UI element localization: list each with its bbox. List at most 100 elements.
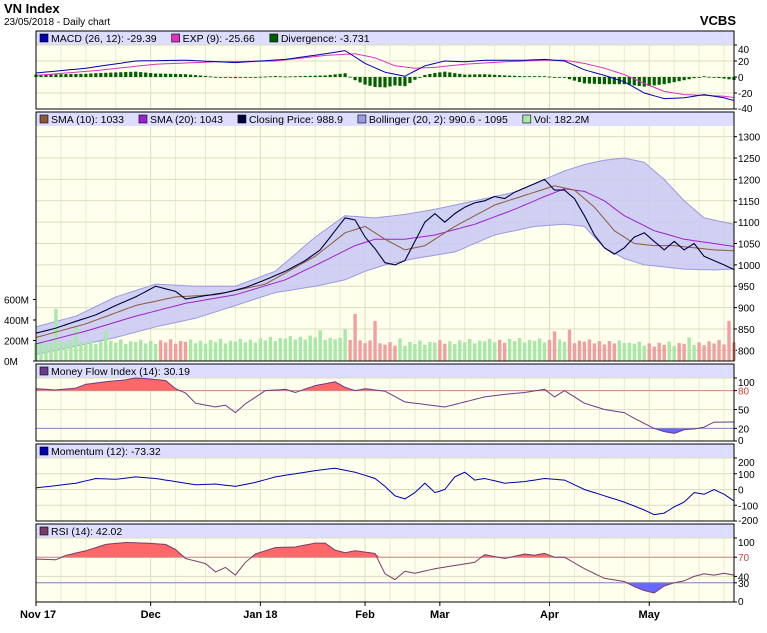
divergence-bar	[587, 77, 592, 84]
volume-bar	[153, 343, 158, 361]
volume-bar	[104, 330, 108, 361]
divergence-bar	[652, 77, 656, 86]
divergence-bar	[318, 75, 322, 77]
price-legend-entry: Closing Price: 988.9	[249, 114, 343, 126]
divergence-bar	[532, 76, 537, 77]
volume-bar	[228, 340, 233, 361]
rsi-ytick-label: 70	[738, 553, 750, 564]
volume-bar	[318, 330, 322, 361]
volume-bar	[278, 338, 282, 361]
volume-bar	[712, 343, 716, 361]
volume-bar	[428, 341, 432, 361]
volume-bar	[368, 340, 372, 361]
momentum-ytick-label: -200	[738, 516, 758, 527]
price-legend-bar	[36, 112, 734, 126]
macd-legend-entry: Divergence: -3.731	[281, 33, 370, 45]
volume-bar	[567, 329, 572, 361]
volume-bar	[64, 343, 68, 361]
macd-ytick-label: -20	[738, 89, 753, 100]
volume-bar	[338, 337, 342, 361]
divergence-bar	[592, 77, 596, 84]
divergence-bar	[308, 75, 312, 77]
volume-bar	[363, 343, 367, 361]
divergence-bar	[562, 77, 567, 78]
volume-bar	[617, 340, 622, 361]
divergence-bar	[49, 74, 53, 77]
mfi-overbought-fill	[36, 378, 734, 391]
divergence-bar	[572, 77, 577, 81]
momentum-ytick-label: 100	[738, 470, 755, 481]
x-axis-label: Nov 17	[20, 609, 56, 621]
volume-bar	[687, 337, 691, 361]
divergence-bar	[358, 77, 362, 83]
volume-bar	[497, 339, 502, 361]
volume-bar	[114, 342, 118, 361]
divergence-bar	[228, 77, 233, 78]
volume-bar	[328, 337, 332, 361]
divergence-bar	[129, 71, 133, 77]
divergence-bar	[218, 77, 223, 78]
divergence-bar	[198, 75, 203, 77]
volume-bar	[602, 344, 607, 361]
volume-bar	[547, 339, 552, 361]
divergence-bar	[293, 76, 297, 78]
divergence-bar	[178, 74, 183, 77]
volume-bar	[393, 345, 397, 361]
divergence-bar	[268, 76, 272, 78]
momentum-legend-entry: Momentum (12): -73.32	[51, 446, 161, 458]
divergence-bar	[64, 74, 68, 77]
divergence-bar	[577, 77, 582, 82]
divergence-bar	[582, 77, 587, 84]
volume-bar	[59, 341, 63, 361]
mfi-legend-entry: Money Flow Index (14): 30.19	[51, 366, 190, 378]
macd-legend-entry: MACD (26, 12): -29.39	[51, 33, 157, 45]
divergence-bar	[54, 74, 58, 77]
volume-bar	[403, 345, 407, 361]
divergence-bar	[557, 77, 562, 78]
volume-bar	[84, 342, 88, 361]
price-frame	[35, 111, 735, 362]
volume-bar	[49, 341, 53, 361]
macd-ytick-label: 0	[738, 73, 744, 84]
divergence-bar	[403, 77, 407, 87]
volume-bar	[163, 342, 168, 361]
divergence-bar	[253, 77, 257, 78]
volume-bar	[268, 336, 273, 361]
divergence-bar	[373, 77, 377, 87]
divergence-bar	[338, 73, 342, 77]
momentum-line	[35, 467, 735, 516]
divergence-bar	[99, 72, 103, 77]
divergence-bar	[368, 77, 372, 86]
volume-bar	[333, 339, 337, 361]
divergence-bar	[398, 77, 402, 86]
rsi-oversold-fill	[36, 582, 734, 593]
volume-bar	[717, 340, 721, 361]
volume-bar	[109, 340, 113, 361]
volume-bar	[313, 337, 317, 361]
volume-bar	[233, 341, 238, 361]
volume-bar	[652, 346, 656, 361]
divergence-bar	[278, 76, 282, 78]
volume-bar	[173, 343, 178, 361]
mfi-frame	[35, 363, 735, 442]
price-ytick-label: 1100	[738, 218, 760, 229]
divergence-bar	[463, 74, 467, 77]
volume-bar	[208, 340, 213, 361]
momentum-ytick-label: 200	[738, 458, 755, 469]
divergence-bar	[109, 72, 113, 77]
volume-bar	[622, 343, 627, 361]
divergence-bar	[333, 74, 337, 77]
chart-title: VN Index	[4, 1, 60, 16]
divergence-bar	[383, 77, 387, 88]
volume-bar	[707, 341, 711, 361]
divergence-bar	[348, 76, 352, 78]
volume-bar	[148, 340, 153, 361]
volume-bar	[502, 342, 507, 361]
divergence-bar	[119, 72, 123, 77]
mfi-ytick-label: 80	[738, 387, 750, 398]
price-legend-entry: SMA (10): 1033	[51, 114, 124, 126]
chart-subtitle: 23/05/2018 - Daily chart	[4, 17, 110, 28]
volume-bar	[552, 331, 557, 361]
volume-bar	[378, 343, 382, 361]
divergence-bar	[662, 77, 666, 85]
